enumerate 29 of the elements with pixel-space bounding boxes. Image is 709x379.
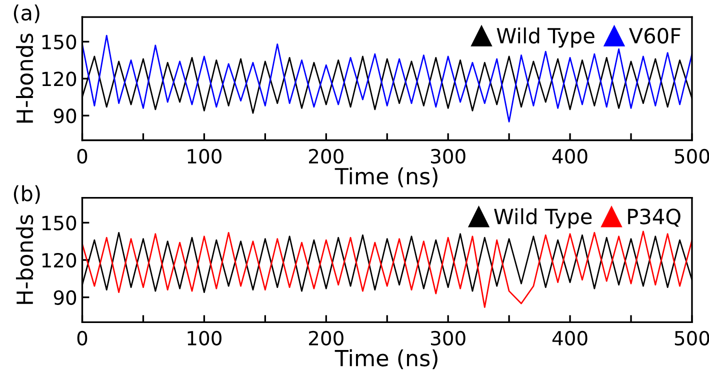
x-tick-label: 200 — [309, 330, 344, 346]
y-tick-label: 120 — [42, 72, 76, 86]
y-axis-title: H-bonds — [16, 214, 34, 304]
chart-title: (a) — [14, 4, 40, 24]
x-axis-title: Time (ns) — [334, 167, 438, 188]
x-tick-label: 100 — [188, 148, 222, 164]
x-tick-label: 400 — [552, 330, 588, 346]
x-tick-label: 300 — [431, 148, 466, 164]
x-tick-label: 500 — [674, 148, 709, 164]
x-tick-label: 100 — [188, 330, 222, 346]
legend-label: Wild Type — [494, 208, 592, 228]
legend-label: Wild Type — [496, 27, 594, 48]
x-tick-label: 200 — [309, 148, 344, 164]
legend-label: P34Q — [628, 208, 680, 227]
x-tick-label: 400 — [552, 148, 588, 164]
y-tick-label: 90 — [54, 290, 76, 305]
x-tick-label: 0 — [77, 330, 88, 346]
x-tick-label: 0 — [77, 148, 88, 164]
legend-label: V60F — [628, 28, 680, 44]
y-tick-label: 150 — [42, 216, 76, 230]
y-tick-label: 150 — [42, 34, 76, 50]
y-axis-title: H-bonds — [16, 34, 34, 123]
y-tick-label: 120 — [42, 252, 76, 268]
y-tick-label: 90 — [54, 108, 76, 124]
x-axis-title: Time (ns) — [334, 349, 438, 370]
chart-title: (b) — [14, 185, 40, 204]
x-tick-label: 300 — [431, 330, 466, 346]
line-series — [82, 230, 692, 308]
x-tick-label: 500 — [674, 330, 709, 346]
